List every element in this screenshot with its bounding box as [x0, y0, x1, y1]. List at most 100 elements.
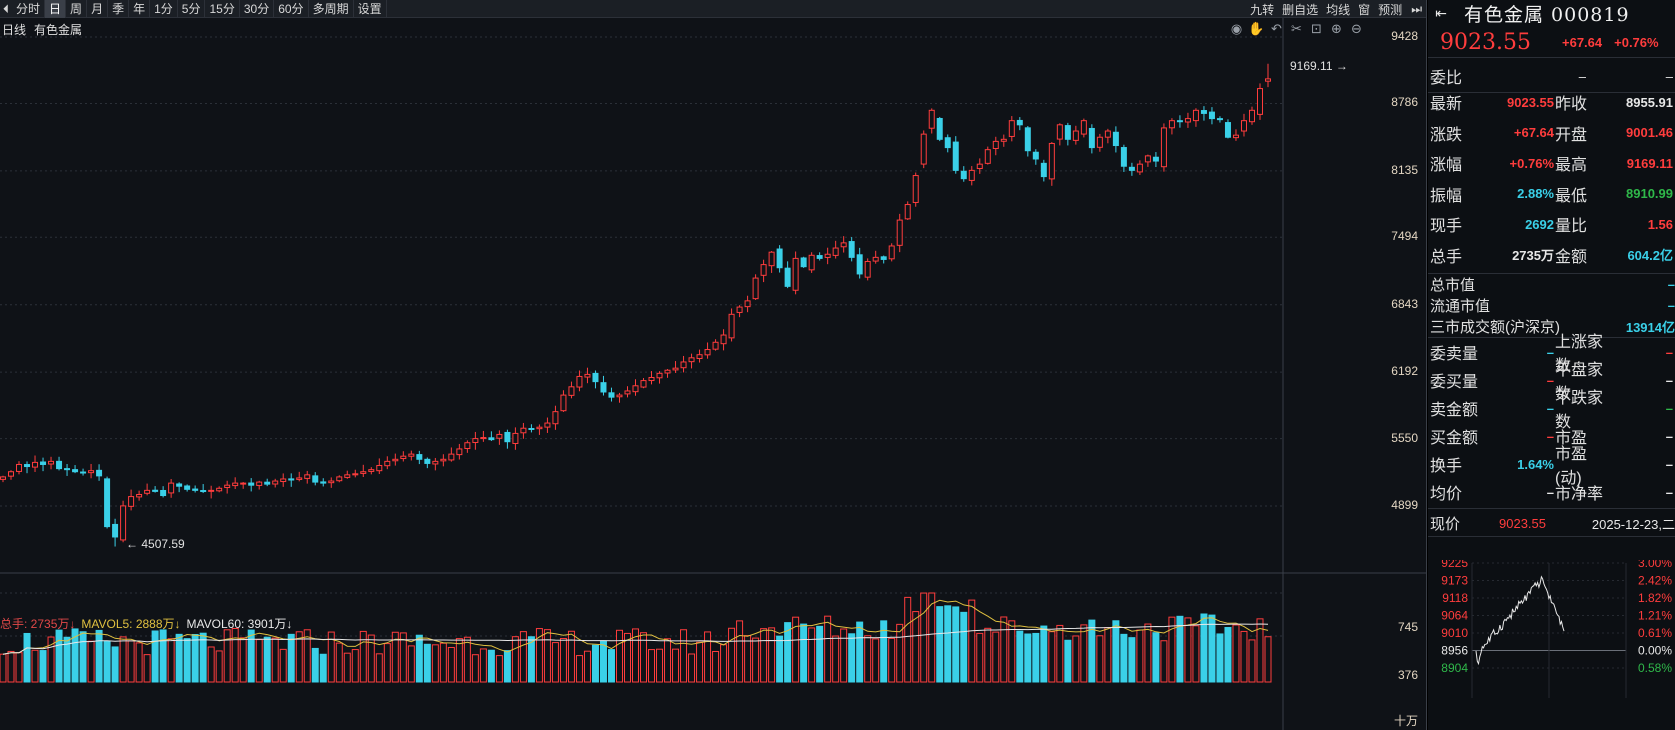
mini-chart-canvas[interactable]: 9225 3.00% 9173 2.42% 9118 1.82% 9064 1.21% 9010…: [1428, 556, 1675, 730]
candle-up: [968, 169, 975, 181]
volume-bar: [247, 629, 255, 683]
candle-up: [1080, 120, 1087, 135]
field-value: 9023.55: [1507, 94, 1554, 110]
candle-up: [840, 242, 847, 248]
price-tick-label: 5550: [1391, 430, 1418, 445]
hand-icon[interactable]: ✋: [1248, 21, 1265, 36]
kline-canvas[interactable]: [0, 0, 1427, 730]
volume-bar: [503, 650, 511, 683]
tab-period-5[interactable]: 年: [129, 0, 151, 18]
tab-period-4[interactable]: 季: [108, 0, 130, 18]
candle-up: [864, 261, 871, 278]
tab-period-7[interactable]: 5分: [178, 0, 206, 18]
field-value: –: [1546, 428, 1554, 444]
intraday-price-line: [1475, 575, 1565, 666]
tab-period-0[interactable]: 分时: [12, 0, 46, 18]
candle-up: [472, 438, 479, 443]
candle-up: [440, 458, 447, 462]
eye-icon[interactable]: ◉: [1230, 21, 1243, 36]
volume-bar: [215, 650, 223, 683]
candle-down: [1016, 119, 1023, 126]
mavol5-line: [2, 599, 1269, 655]
candle-down: [1112, 131, 1119, 147]
volume-bar: [1008, 620, 1016, 683]
zoom-in-icon[interactable]: ⊕: [1331, 21, 1342, 36]
undo-icon[interactable]: ↶: [1271, 21, 1282, 36]
quote-row: 换手 1.64% 市盈(动) –: [1428, 446, 1675, 487]
quote-row: 均价 – 市净率 –: [1428, 478, 1675, 506]
candle-down: [800, 257, 807, 268]
candle-down: [1088, 127, 1095, 149]
field-label: 量比: [1555, 218, 1588, 236]
volume-bar: [55, 629, 63, 683]
field-label: 涨幅: [1430, 157, 1463, 175]
kline-chart-area[interactable]: ⏴ 分时日周月季年 1分 5分 15分 30分 60分 多周期 设置 九转 删自选 均线窗预测 ⏭ …: [0, 0, 1427, 730]
tool-button-3[interactable]: 窗: [1358, 2, 1371, 17]
candle-down: [592, 372, 599, 383]
candle-up: [536, 426, 543, 430]
volume-bar: [712, 650, 720, 683]
field-value: –: [1665, 484, 1673, 500]
tab-period-11[interactable]: 多周期: [309, 0, 354, 18]
candle-down: [944, 137, 951, 149]
volume-bar: [1232, 624, 1240, 683]
candle-up: [216, 487, 223, 492]
nav-end-icon[interactable]: ⏭: [1411, 1, 1422, 16]
candle-down: [56, 460, 63, 470]
tab-period-9[interactable]: 30分: [240, 0, 275, 18]
quote-row: 现手 2692 量比 1.56: [1428, 209, 1675, 240]
volume-bar: [327, 631, 335, 683]
candle-down: [64, 468, 71, 471]
candle-up: [976, 163, 983, 170]
candle-up: [1056, 124, 1063, 140]
candle-up: [520, 427, 527, 434]
zoom-out-icon[interactable]: ⊖: [1351, 21, 1362, 36]
candle-down: [72, 469, 79, 473]
volume-bar: [1088, 619, 1096, 683]
volume-bar: [640, 632, 648, 683]
candle-down: [248, 482, 255, 486]
cut-icon[interactable]: ✂: [1291, 21, 1302, 36]
quote-row: 振幅 2.88% 最低 8910.99: [1428, 179, 1675, 210]
volume-bar: [439, 642, 447, 683]
candle-up: [384, 460, 391, 467]
tool-button-1[interactable]: 删自选: [1282, 2, 1319, 17]
volume-bar: [95, 629, 103, 683]
tab-period-6[interactable]: 1分: [150, 0, 178, 18]
volume-bar: [1240, 630, 1248, 683]
candle-up: [576, 375, 583, 388]
candle-up: [480, 437, 487, 440]
mini-right-tick: 0.00%: [1638, 644, 1672, 658]
tab-period-3[interactable]: 月: [87, 0, 109, 18]
field-label: 金额: [1555, 248, 1588, 266]
tab-period-8[interactable]: 15分: [205, 0, 240, 18]
tab-period-1[interactable]: 日: [45, 0, 67, 18]
nav-prev-icon[interactable]: ⏴: [3, 1, 10, 16]
candle-up: [728, 313, 735, 339]
tab-period-2[interactable]: 周: [66, 0, 88, 18]
tool-button-4[interactable]: 预测: [1378, 2, 1403, 17]
volume-bar: [399, 632, 407, 683]
volume-bar: [167, 638, 175, 683]
volume-bar: [279, 648, 287, 683]
back-icon[interactable]: ⇤: [1435, 4, 1447, 21]
field-value: 1.64%: [1517, 456, 1554, 472]
vol-axis-top: 745: [1397, 620, 1418, 634]
tool-button-0[interactable]: 九转: [1250, 2, 1275, 17]
divider: [1428, 508, 1675, 509]
volume-bar: [968, 599, 976, 683]
candle-up: [1265, 78, 1271, 82]
volume-bar: [1192, 625, 1200, 683]
divider: [1428, 92, 1675, 93]
total-volume-label: 总手: 2735万↓: [0, 617, 76, 631]
lock-icon[interactable]: ⊡: [1311, 21, 1322, 36]
tab-period-10[interactable]: 60分: [274, 0, 309, 18]
volume-bar: [591, 644, 599, 683]
tab-period-12[interactable]: 设置: [354, 0, 387, 18]
volume-bar: [976, 632, 984, 683]
volume-bar: [896, 623, 904, 683]
mavol60-label: MAVOL60: 3901万↓: [186, 617, 293, 631]
candle-up: [912, 175, 919, 203]
intraday-mini-chart[interactable]: 9225 3.00% 9173 2.42% 9118 1.82% 9064 1.21% 9010…: [1428, 556, 1675, 730]
tool-button-2[interactable]: 均线: [1326, 2, 1351, 17]
